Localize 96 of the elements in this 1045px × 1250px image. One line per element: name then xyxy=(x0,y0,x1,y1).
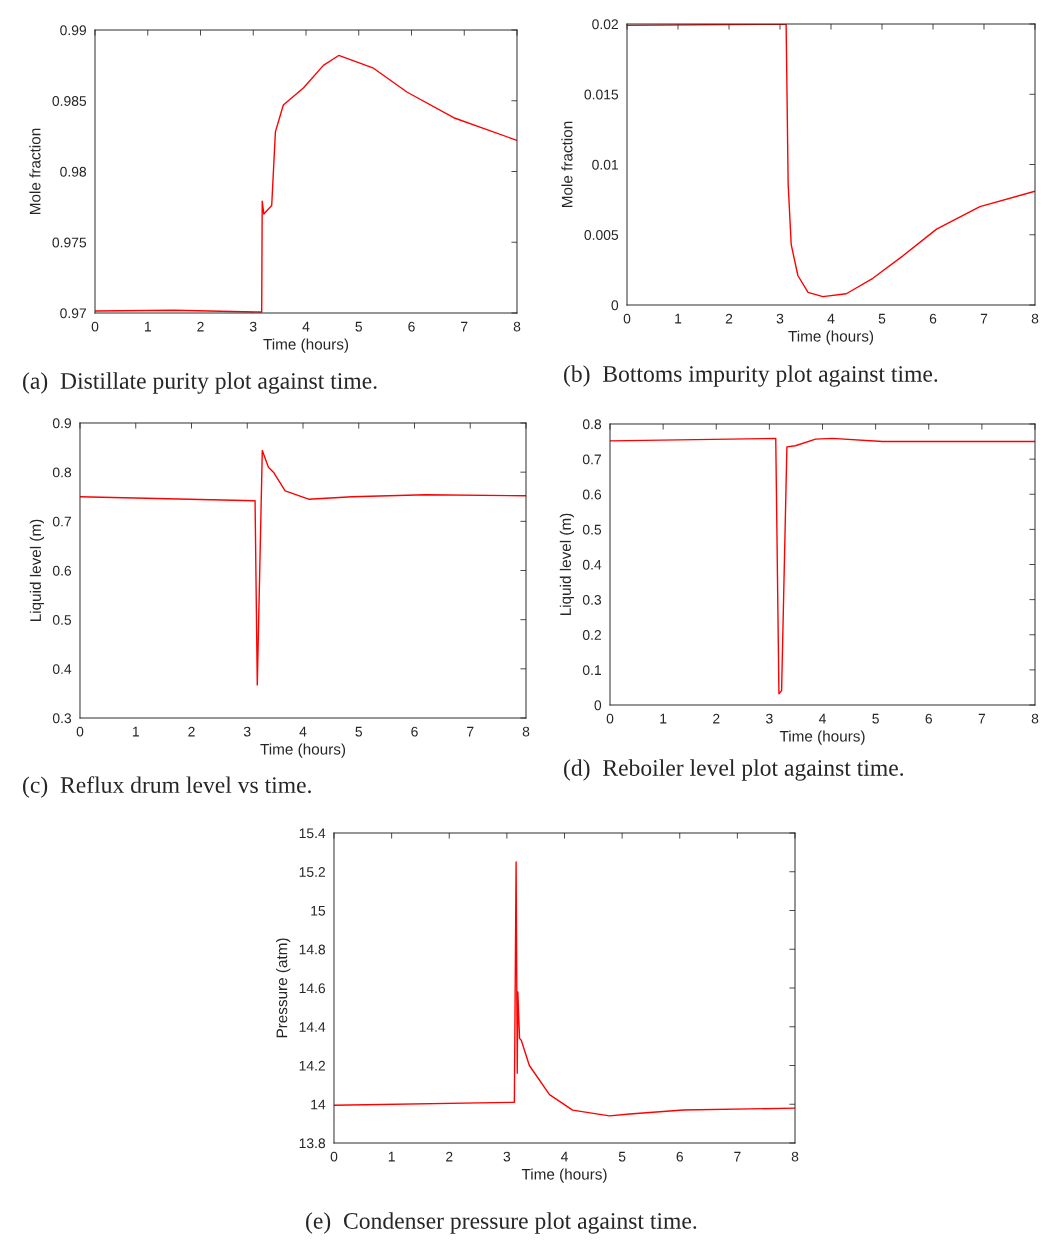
x-tick-label: 5 xyxy=(355,726,363,737)
y-tick-label: 0.7 xyxy=(582,454,601,465)
y-tick-label: 14 xyxy=(311,1099,326,1110)
y-tick-label: 0.8 xyxy=(582,419,602,430)
x-tick-label: 6 xyxy=(925,713,932,724)
text: (d) Reboiler level plot against time. xyxy=(564,759,904,781)
y-tick-label: 0.4 xyxy=(582,559,602,570)
y-tick-label: 14.2 xyxy=(299,1060,325,1071)
y-tick-label: 0 xyxy=(611,300,619,311)
x-tick-label: 7 xyxy=(978,713,986,724)
x-tick-label: 6 xyxy=(411,726,418,737)
x-axis-title: Time (hours) xyxy=(263,338,349,353)
text: (c) Reflux drum level vs time. xyxy=(23,776,311,798)
x-tick-label: 6 xyxy=(676,1151,683,1162)
x-tick-label: 5 xyxy=(872,713,879,724)
x-tick-label: 8 xyxy=(791,1151,799,1162)
y-axis-title: Liquid level (m) xyxy=(29,519,45,622)
y-axis-title: Mole fraction xyxy=(29,128,41,214)
x-tick-label: 3 xyxy=(776,313,784,324)
y-axis-title: Pressure (atm) xyxy=(276,938,291,1038)
y-tick-label: 14.8 xyxy=(299,944,326,955)
x-tick-label: 4 xyxy=(560,1151,568,1162)
y-tick-label: 0.5 xyxy=(582,524,602,535)
x-tick-label: 2 xyxy=(446,1151,453,1162)
y-tick-label: 0.4 xyxy=(52,664,72,674)
x-tick-label: 4 xyxy=(818,713,826,724)
x-tick-label: 4 xyxy=(827,313,835,324)
x-tick-label: 4 xyxy=(302,321,310,332)
y-tick-label: 0.7 xyxy=(52,516,71,527)
x-tick-label: 8 xyxy=(513,321,521,332)
y-tick-label: 0.02 xyxy=(592,19,618,30)
y-tick-label: 14.6 xyxy=(299,983,326,994)
x-tick-label: 0 xyxy=(623,313,631,324)
x-axis-title: Time (hours) xyxy=(779,730,865,745)
x-tick-label: 3 xyxy=(243,726,251,737)
x-tick-label: 6 xyxy=(408,321,415,332)
x-tick-label: 2 xyxy=(725,313,733,324)
x-tick-label: 0 xyxy=(91,321,99,332)
line-series xyxy=(610,437,1035,695)
y-axis-title: Liquid level (m) xyxy=(559,513,575,616)
y-tick-label: 0.8 xyxy=(52,467,72,478)
y-tick-label: 0.1 xyxy=(582,665,601,676)
x-tick-label: 3 xyxy=(249,321,257,332)
x-tick-label: 8 xyxy=(522,726,530,737)
y-tick-label: 0 xyxy=(594,700,602,711)
x-tick-label: 8 xyxy=(1031,313,1039,324)
x-axis-title: Time (hours) xyxy=(521,1168,607,1183)
y-tick-label: 0.3 xyxy=(52,713,72,724)
y-tick-label: 15.4 xyxy=(299,828,326,839)
x-axis-title: Time (hours) xyxy=(788,330,874,345)
y-tick-label: 13.8 xyxy=(299,1138,326,1149)
y-tick-label: 15.2 xyxy=(299,867,325,877)
x-tick-label: 7 xyxy=(734,1151,741,1162)
x-tick-label: 8 xyxy=(1031,713,1039,724)
x-tick-label: 1 xyxy=(388,1151,395,1162)
y-tick-label: 0.01 xyxy=(592,159,618,170)
y-tick-label: 0.99 xyxy=(60,25,87,36)
x-tick-label: 5 xyxy=(355,321,363,332)
x-tick-label: 4 xyxy=(299,726,307,737)
x-tick-label: 3 xyxy=(503,1151,511,1162)
y-tick-label: 15 xyxy=(311,905,326,916)
line-series xyxy=(334,861,795,1117)
x-tick-label: 5 xyxy=(878,313,886,324)
x-tick-label: 7 xyxy=(461,321,468,332)
y-axis-title: Mole fraction xyxy=(561,121,573,207)
x-tick-label: 2 xyxy=(197,321,204,332)
x-tick-label: 1 xyxy=(144,321,151,332)
y-tick-label: 0.005 xyxy=(584,230,619,240)
y-tick-label: 0.97 xyxy=(60,308,86,319)
y-tick-label: 14.4 xyxy=(299,1022,326,1032)
x-tick-label: 1 xyxy=(132,726,139,737)
x-axis-title: Time (hours) xyxy=(260,743,346,758)
x-tick-label: 7 xyxy=(980,313,988,324)
x-tick-label: 2 xyxy=(188,726,195,737)
y-tick-label: 0.6 xyxy=(52,565,72,576)
y-tick-label: 0.3 xyxy=(582,594,602,605)
line-series xyxy=(80,449,526,686)
y-tick-label: 0.9 xyxy=(52,418,72,429)
x-tick-label: 5 xyxy=(618,1151,626,1162)
y-tick-label: 0.975 xyxy=(52,237,87,248)
y-tick-label: 0.2 xyxy=(582,630,601,640)
y-tick-label: 0.5 xyxy=(52,615,72,625)
x-tick-label: 1 xyxy=(660,713,667,724)
text: (e) Condenser pressure plot against time. xyxy=(306,1212,697,1234)
y-tick-label: 0.98 xyxy=(60,166,87,177)
y-tick-label: 0.985 xyxy=(52,96,87,106)
x-tick-label: 6 xyxy=(929,313,937,324)
x-tick-label: 7 xyxy=(467,726,474,737)
text: (a) Distillate purity plot against time. xyxy=(23,372,377,394)
y-tick-label: 0.6 xyxy=(582,489,602,500)
y-tick-label: 0.015 xyxy=(584,89,619,100)
x-tick-label: 0 xyxy=(330,1151,338,1162)
x-tick-label: 3 xyxy=(766,713,773,724)
text: (b) Bottoms impurity plot against time. xyxy=(564,365,938,387)
x-tick-label: 1 xyxy=(675,313,682,324)
x-tick-label: 2 xyxy=(713,713,720,724)
